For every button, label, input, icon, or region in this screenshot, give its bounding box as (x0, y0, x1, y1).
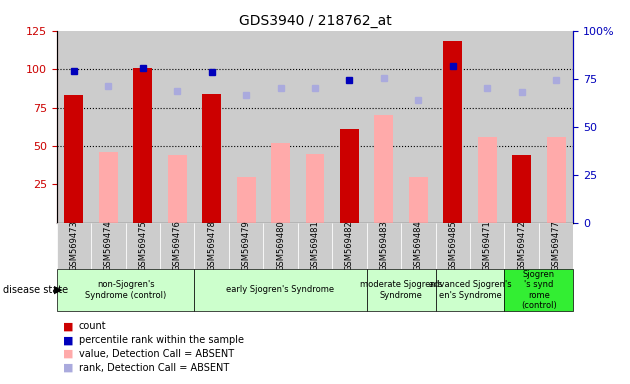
Bar (505, 223, 539, 269)
Text: moderate Sjogren's
Syndrome: moderate Sjogren's Syndrome (360, 280, 442, 300)
Bar (409, 177, 428, 223)
Bar (435, 269, 505, 311)
Text: GSM569483: GSM569483 (379, 220, 388, 271)
Bar (57, 223, 91, 269)
Bar (57, 269, 195, 311)
Bar (160, 223, 195, 269)
Text: GSM569475: GSM569475 (139, 220, 147, 271)
Text: ■: ■ (63, 363, 74, 373)
Text: GSM569485: GSM569485 (449, 220, 457, 271)
Bar (134, 68, 152, 223)
Bar (367, 223, 401, 269)
Bar (332, 223, 367, 269)
Bar (99, 152, 118, 223)
Text: Sjogren
's synd
rome
(control): Sjogren 's synd rome (control) (521, 270, 557, 310)
Bar (478, 137, 496, 223)
Bar (195, 223, 229, 269)
Text: GSM569482: GSM569482 (345, 220, 354, 271)
Bar (237, 177, 256, 223)
Text: GSM569474: GSM569474 (104, 220, 113, 271)
Bar (229, 223, 263, 269)
Bar (401, 223, 435, 269)
Bar (306, 154, 324, 223)
Bar (367, 269, 435, 311)
Bar (340, 129, 359, 223)
Text: GSM569471: GSM569471 (483, 220, 491, 271)
Bar (168, 155, 186, 223)
Title: GDS3940 / 218762_at: GDS3940 / 218762_at (239, 14, 391, 28)
Bar (125, 223, 160, 269)
Bar (435, 223, 470, 269)
Text: GSM569478: GSM569478 (207, 220, 216, 271)
Text: rank, Detection Call = ABSENT: rank, Detection Call = ABSENT (79, 363, 229, 373)
Text: percentile rank within the sample: percentile rank within the sample (79, 335, 244, 345)
Bar (444, 41, 462, 223)
Text: non-Sjogren's
Syndrome (control): non-Sjogren's Syndrome (control) (85, 280, 166, 300)
Bar (202, 94, 221, 223)
Text: ■: ■ (63, 335, 74, 345)
Bar (547, 137, 566, 223)
Bar (91, 223, 125, 269)
Bar (298, 223, 332, 269)
Bar (374, 115, 393, 223)
Text: ■: ■ (63, 321, 74, 331)
Bar (195, 269, 367, 311)
Bar (470, 223, 505, 269)
Text: early Sjogren's Syndrome: early Sjogren's Syndrome (227, 285, 335, 295)
Bar (263, 223, 298, 269)
Bar (512, 155, 531, 223)
Text: GSM569479: GSM569479 (242, 220, 251, 271)
Text: value, Detection Call = ABSENT: value, Detection Call = ABSENT (79, 349, 234, 359)
Bar (271, 143, 290, 223)
Text: count: count (79, 321, 106, 331)
Bar (64, 95, 83, 223)
Text: GSM569477: GSM569477 (552, 220, 561, 271)
Text: disease state: disease state (3, 285, 68, 295)
Text: GSM569484: GSM569484 (414, 220, 423, 271)
Text: GSM569476: GSM569476 (173, 220, 181, 271)
Text: ■: ■ (63, 349, 74, 359)
Text: advanced Sjogren's
en's Syndrome: advanced Sjogren's en's Syndrome (428, 280, 512, 300)
Bar (505, 269, 573, 311)
Text: GSM569481: GSM569481 (311, 220, 319, 271)
Text: GSM569480: GSM569480 (276, 220, 285, 271)
Text: GSM569473: GSM569473 (69, 220, 78, 271)
Text: GSM569472: GSM569472 (517, 220, 526, 271)
Bar (539, 223, 573, 269)
Text: ▶: ▶ (54, 285, 62, 295)
